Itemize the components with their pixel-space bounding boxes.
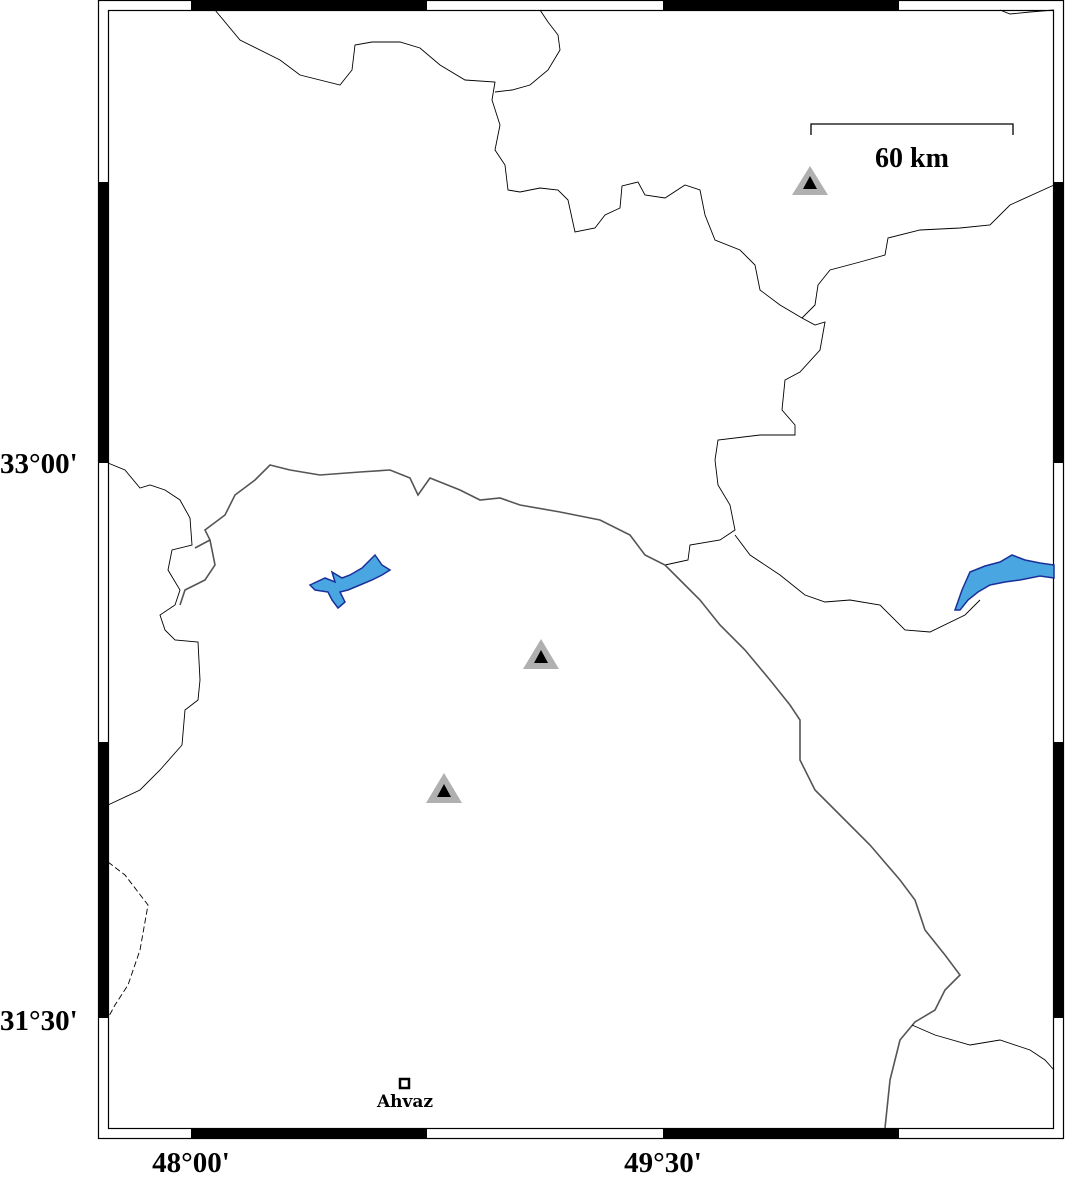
- lon-tick-label: 49°30': [624, 1147, 702, 1177]
- city-ahvaz: Ahvaz: [376, 1077, 433, 1112]
- lake-reservoir: [953, 554, 1055, 611]
- map-frame: [97, 0, 1065, 1140]
- station-triangle: [523, 639, 559, 669]
- frame-segment: [1054, 742, 1064, 1018]
- city-square-icon: [398, 1077, 411, 1090]
- lon-tick-label: 48°00': [152, 1147, 230, 1177]
- scale-bar: 60 km: [810, 123, 1014, 174]
- frame-segment: [98, 742, 108, 1018]
- frame-segment: [191, 0, 427, 10]
- lake-reservoir: [308, 553, 392, 610]
- frame-segment: [663, 0, 899, 10]
- city-label: Ahvaz: [376, 1092, 433, 1112]
- frame-segment: [1054, 182, 1064, 463]
- frame-segment: [191, 1128, 427, 1138]
- lat-tick-label: 33°00': [0, 448, 78, 480]
- frame-segment: [98, 182, 108, 463]
- boundaries: [107, 9, 1055, 1129]
- scale-bar-label: 60 km: [875, 143, 949, 174]
- station-triangle: [426, 773, 462, 803]
- frame-segment: [663, 1128, 899, 1138]
- lat-tick-label: 31°30': [0, 1005, 78, 1037]
- station-triangle: [792, 166, 828, 195]
